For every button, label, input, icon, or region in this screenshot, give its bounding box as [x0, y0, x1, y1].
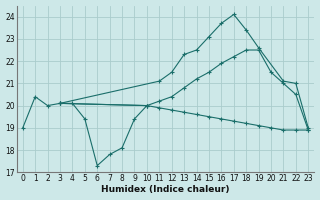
X-axis label: Humidex (Indice chaleur): Humidex (Indice chaleur): [101, 185, 230, 194]
